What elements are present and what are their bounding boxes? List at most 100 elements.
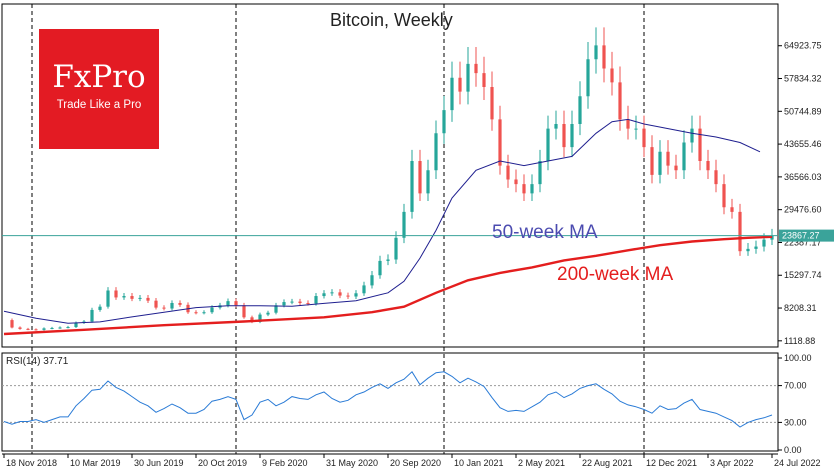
price-candle <box>282 302 286 306</box>
price-candle <box>66 327 70 329</box>
price-candle <box>346 295 350 297</box>
price-candle <box>578 96 582 124</box>
price-candle <box>378 260 382 276</box>
y-tick-label: 1118.88 <box>784 336 815 346</box>
x-tick-label: 31 May 2020 <box>326 458 378 468</box>
price-candle <box>386 259 390 261</box>
price-candle <box>330 292 334 294</box>
price-candle <box>258 314 262 322</box>
price-candle <box>354 293 358 297</box>
current-price-tag <box>779 229 834 242</box>
price-candle <box>682 142 686 171</box>
x-tick-label: 24 Jul 2022 <box>774 458 821 468</box>
price-candle <box>242 305 246 318</box>
price-candle <box>74 322 78 328</box>
price-candle <box>618 82 622 120</box>
price-candle <box>42 328 46 330</box>
price-candle <box>514 179 518 185</box>
y-tick-label: 64923.75 <box>784 41 822 51</box>
rsi-y-tick-label: 30.00 <box>784 417 807 427</box>
price-candle <box>706 161 710 171</box>
y-tick-label: 36566.03 <box>784 172 822 182</box>
price-candle <box>34 329 38 331</box>
price-candle <box>26 328 30 330</box>
price-candle <box>402 211 406 238</box>
price-candle <box>362 285 366 294</box>
price-candle <box>642 128 646 148</box>
y-tick-label: 15297.74 <box>784 270 822 280</box>
price-candle <box>762 239 766 247</box>
price-candle <box>50 327 54 329</box>
price-candle <box>106 290 110 307</box>
price-candle <box>522 184 526 194</box>
price-candle <box>634 128 638 130</box>
price-panel-frame <box>1 3 779 348</box>
price-candle <box>154 300 158 308</box>
price-candle <box>194 312 198 314</box>
price-candle <box>338 292 342 296</box>
fxpro-logo: FxPro Trade Like a Pro <box>39 29 159 149</box>
price-candle <box>234 301 238 306</box>
price-candle <box>658 151 662 175</box>
price-candle <box>290 301 294 303</box>
price-candle <box>394 237 398 260</box>
ma200-line <box>3 235 773 336</box>
price-candle <box>730 207 734 212</box>
price-candle <box>722 184 726 208</box>
y-tick-label: 29476.60 <box>784 205 822 215</box>
x-tick-label: 20 Oct 2019 <box>198 458 247 468</box>
price-candle <box>146 297 150 301</box>
price-candle <box>178 302 182 305</box>
price-candle <box>138 297 142 299</box>
price-candle <box>738 211 742 252</box>
price-candle <box>490 87 494 120</box>
price-candle <box>226 301 230 306</box>
price-candle <box>746 248 750 252</box>
price-candle <box>98 306 102 310</box>
y-tick-label: 8208.31 <box>784 303 817 313</box>
price-candle <box>298 301 302 303</box>
price-candle <box>202 312 206 314</box>
price-candle <box>570 124 574 148</box>
price-candle <box>58 327 62 329</box>
price-candle <box>554 124 558 129</box>
price-candle <box>594 45 598 60</box>
rsi-y-tick-label: 100.00 <box>784 353 812 363</box>
price-candle <box>370 275 374 286</box>
price-candle <box>586 59 590 97</box>
rsi-panel-frame <box>1 352 779 452</box>
ma50-line <box>3 118 761 324</box>
price-candle <box>418 161 422 194</box>
price-candle <box>482 73 486 87</box>
price-candle <box>666 151 670 166</box>
price-candle <box>114 290 118 298</box>
price-candle <box>674 165 678 171</box>
price-candle <box>210 307 214 313</box>
x-tick-label: 10 Jan 2021 <box>454 458 504 468</box>
x-tick-label: 18 Nov 2018 <box>6 458 57 468</box>
price-candle <box>18 327 22 329</box>
price-candle <box>562 124 566 148</box>
price-candle <box>450 77 454 111</box>
ma200-label: 200-week MA <box>557 264 674 285</box>
x-tick-label: 3 Apr 2022 <box>710 458 754 468</box>
x-tick-label: 22 Aug 2021 <box>582 458 633 468</box>
price-candle <box>610 68 614 83</box>
x-tick-label: 2 May 2021 <box>518 458 565 468</box>
price-candle <box>426 170 430 194</box>
price-candle <box>698 128 702 161</box>
price-candle <box>506 165 510 180</box>
price-candle <box>10 320 14 328</box>
price-candle <box>498 119 502 166</box>
price-candle <box>626 119 630 129</box>
price-candle <box>314 296 318 304</box>
rsi-y-tick-label: 0.00 <box>784 445 802 455</box>
price-candle <box>250 317 254 322</box>
price-candle <box>650 147 654 175</box>
chart-title: Bitcoin, Weekly <box>330 10 453 30</box>
price-candle <box>466 63 470 92</box>
price-candle <box>690 128 694 143</box>
logo-tagline: Trade Like a Pro <box>56 99 142 111</box>
price-candle <box>274 305 278 313</box>
